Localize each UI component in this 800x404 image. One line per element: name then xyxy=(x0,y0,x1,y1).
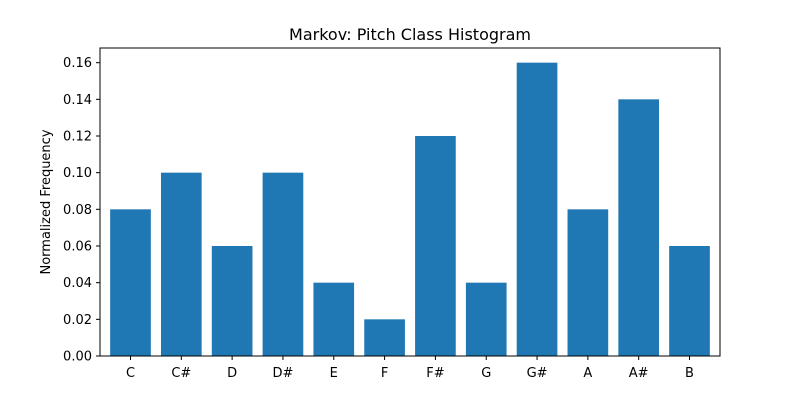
y-axis-label: Normalized Frequency xyxy=(39,129,54,274)
bar-D# xyxy=(262,172,304,356)
x-tick-label: G# xyxy=(527,366,548,381)
bars-group xyxy=(110,62,710,357)
x-tick-label: A xyxy=(583,366,592,381)
y-tick-label: 0.12 xyxy=(63,130,92,145)
chart-title: Markov: Pitch Class Histogram xyxy=(289,25,531,44)
y-tick-label: 0.06 xyxy=(63,240,92,255)
bar-G xyxy=(465,282,507,356)
bar-D xyxy=(211,246,253,356)
y-tick-label: 0.10 xyxy=(63,166,92,181)
y-tick-label: 0.16 xyxy=(63,56,92,71)
bar-E xyxy=(313,282,355,356)
x-tick-label: D# xyxy=(272,366,293,381)
x-tick-label: C xyxy=(126,366,135,381)
bar-B xyxy=(669,246,710,356)
y-tick-label: 0.00 xyxy=(63,350,92,365)
bar-C xyxy=(110,209,151,356)
y-tick-label: 0.02 xyxy=(63,313,92,328)
x-tick-label: E xyxy=(330,366,338,381)
bar-C# xyxy=(160,172,202,356)
x-tick-label: D xyxy=(227,366,237,381)
y-tick-label: 0.04 xyxy=(63,276,92,291)
x-tick-label: F# xyxy=(426,366,444,381)
x-tick-label: A# xyxy=(629,366,649,381)
y-axis-ticks: 0.00 0.02 0.04 0.06 0.08 0.10 0.12 0.14 0.16 xyxy=(63,56,100,365)
y-tick-label: 0.14 xyxy=(63,93,92,108)
plot-area-frame xyxy=(99,47,721,357)
x-tick-label: B xyxy=(685,366,694,381)
bar-A xyxy=(567,209,609,356)
bar-F# xyxy=(415,136,456,356)
bar-A# xyxy=(618,99,660,356)
bar-F xyxy=(364,319,405,356)
bar-G# xyxy=(516,62,558,357)
y-tick-label: 0.08 xyxy=(63,203,92,218)
x-tick-label: C# xyxy=(171,366,191,381)
x-axis-ticks: C C# D D# E F F# G G# A A# B xyxy=(126,356,694,381)
x-tick-label: F xyxy=(381,366,388,381)
x-tick-label: G xyxy=(481,366,491,381)
